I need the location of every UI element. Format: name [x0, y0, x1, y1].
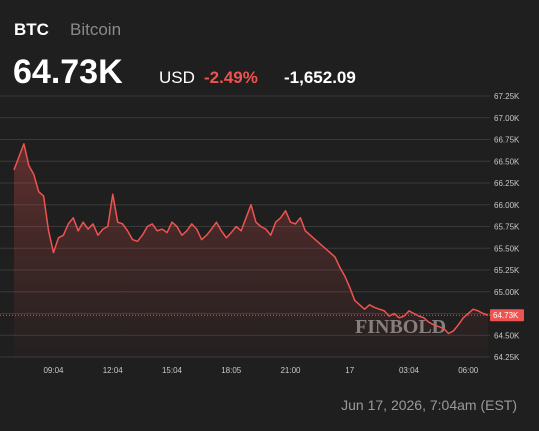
y-tick-label: 64.25K [494, 353, 520, 362]
x-tick-label: 15:04 [162, 366, 183, 375]
y-tick-label: 67.00K [494, 114, 520, 123]
y-tick-label: 66.25K [494, 179, 520, 188]
symbol: BTC [14, 20, 49, 39]
x-tick-label: 18:05 [221, 366, 242, 375]
price-line [13, 143, 489, 335]
y-tick-label: 64.50K [494, 331, 520, 340]
x-tick-label: 21:00 [280, 366, 301, 375]
y-tick-label: 66.75K [494, 136, 520, 145]
price: 64.73K [13, 53, 123, 91]
timestamp: Jun 17, 2026, 7:04am (EST) [341, 397, 517, 413]
asset-name: Bitcoin [70, 20, 121, 39]
y-tick-label: 65.75K [494, 223, 520, 232]
y-tick-label: 65.00K [494, 288, 520, 297]
y-tick-label: 65.25K [494, 266, 520, 275]
change: -1,652.09 [284, 68, 356, 87]
area [14, 143, 488, 357]
x-tick-label: 12:04 [103, 366, 124, 375]
y-tick-label: 67.25K [494, 92, 520, 101]
y-tick-label: 65.50K [494, 244, 520, 253]
currency: USD [159, 68, 195, 87]
last-value-label: 64.73K [493, 311, 519, 320]
x-tick-label: 03:04 [399, 366, 420, 375]
y-tick-label: 66.00K [494, 201, 520, 210]
x-tick-label: 09:04 [43, 366, 64, 375]
x-tick-label: 17 [345, 366, 354, 375]
last-value-tag [490, 309, 524, 322]
change-percent: -2.49% [204, 68, 258, 87]
y-tick-label: 66.50K [494, 157, 520, 166]
x-tick-label: 06:00 [458, 366, 479, 375]
